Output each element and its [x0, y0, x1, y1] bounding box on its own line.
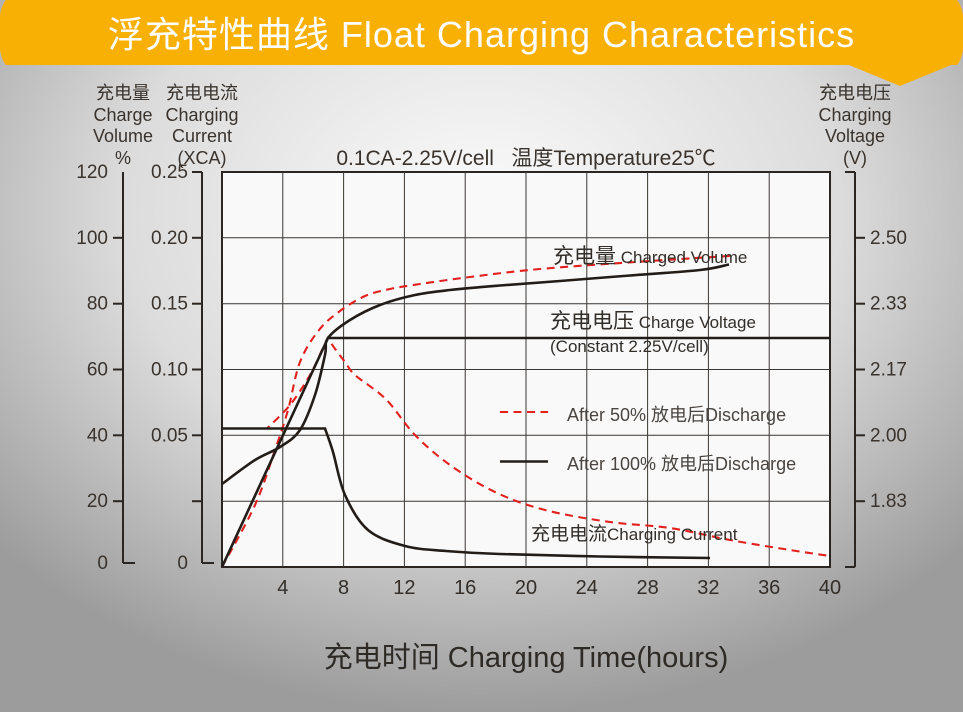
- svg-text:40: 40: [87, 425, 108, 446]
- svg-text:20: 20: [87, 491, 108, 512]
- svg-text:0.25: 0.25: [151, 162, 188, 183]
- svg-text:36: 36: [758, 577, 780, 599]
- svg-text:28: 28: [636, 577, 658, 599]
- svg-text:4: 4: [277, 577, 288, 599]
- svg-text:0.15: 0.15: [151, 294, 188, 315]
- svg-text:0: 0: [177, 553, 188, 574]
- svg-text:After 100% 放电后Discharge: After 100% 放电后Discharge: [567, 454, 796, 474]
- svg-text:8: 8: [338, 577, 349, 599]
- svg-text:12: 12: [393, 577, 415, 599]
- svg-text:20: 20: [515, 577, 537, 599]
- svg-text:80: 80: [87, 294, 108, 315]
- svg-text:2.00: 2.00: [870, 425, 907, 446]
- svg-text:2.50: 2.50: [870, 228, 907, 249]
- svg-text:0.05: 0.05: [151, 425, 188, 446]
- svg-text:120: 120: [76, 162, 108, 183]
- svg-text:16: 16: [454, 577, 476, 599]
- svg-text:0: 0: [97, 553, 108, 574]
- svg-text:2.17: 2.17: [870, 360, 907, 381]
- svg-text:40: 40: [819, 577, 841, 599]
- svg-text:100: 100: [76, 228, 108, 249]
- svg-text:充电电压 Charge Voltage: 充电电压 Charge Voltage: [550, 310, 756, 333]
- svg-text:充电量 Charged Volume: 充电量 Charged Volume: [553, 245, 747, 268]
- svg-text:60: 60: [87, 360, 108, 381]
- svg-text:24: 24: [576, 577, 598, 599]
- svg-text:After 50% 放电后Discharge: After 50% 放电后Discharge: [567, 405, 786, 425]
- svg-text:2.33: 2.33: [870, 294, 907, 315]
- svg-text:0.20: 0.20: [151, 228, 188, 249]
- svg-text:充电电流Charging Current: 充电电流Charging Current: [531, 523, 738, 545]
- svg-text:(Constant 2.25V/cell): (Constant 2.25V/cell): [550, 337, 709, 356]
- svg-text:1.83: 1.83: [870, 491, 907, 512]
- svg-text:32: 32: [697, 577, 719, 599]
- svg-text:0.10: 0.10: [151, 360, 188, 381]
